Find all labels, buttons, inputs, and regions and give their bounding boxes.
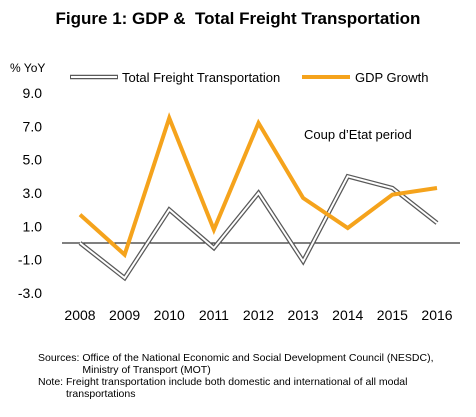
x-tick-label: 2015: [377, 307, 408, 323]
x-tick-label: 2008: [64, 307, 95, 323]
x-tick-label: 2013: [288, 307, 319, 323]
x-tick-label: 2012: [243, 307, 274, 323]
sources-label: Sources:: [38, 352, 83, 364]
note-text: Freight transportation include both dome…: [66, 376, 408, 400]
series-line-freight-inner: [79, 175, 438, 280]
y-tick-label: 5.0: [23, 152, 43, 168]
sources-text: Office of the National Economic and Soci…: [82, 352, 434, 376]
chart-title: Figure 1: GDP & Total Freight Transporta…: [55, 9, 421, 28]
y-tick-label: -1.0: [18, 252, 42, 268]
x-tick-label: 2011: [199, 307, 229, 323]
legend-label-freight: Total Freight Transportation: [122, 70, 280, 85]
annotation-coup-period: Coup d’Etat period: [304, 127, 412, 142]
x-tick-label: 2016: [421, 307, 452, 323]
y-tick-label: 9.0: [23, 85, 43, 101]
y-tick-label: 7.0: [23, 118, 43, 134]
y-axis-label: % YoY: [10, 61, 45, 75]
chart-notes: Sources: Office of the National Economic…: [38, 352, 458, 400]
line-chart: % YoY 9.0 7.0 5.0 3.0 1.0 -1.0 -3.0 2008 2009 2010…: [10, 61, 460, 323]
y-tick-label: -3.0: [18, 285, 42, 301]
x-tick-label: 2014: [332, 307, 363, 323]
x-tick-label: 2010: [154, 307, 185, 323]
note-label: Note:: [38, 376, 67, 388]
y-tick-label: 1.0: [23, 218, 43, 234]
legend-label-gdp: GDP Growth: [355, 70, 428, 85]
footnote: Note: Freight transportation include bot…: [38, 376, 458, 400]
y-tick-label: 3.0: [23, 185, 43, 201]
series-line-gdp: [78, 112, 438, 259]
sources-note: Sources: Office of the National Economic…: [38, 352, 458, 376]
x-tick-label: 2009: [109, 307, 140, 323]
